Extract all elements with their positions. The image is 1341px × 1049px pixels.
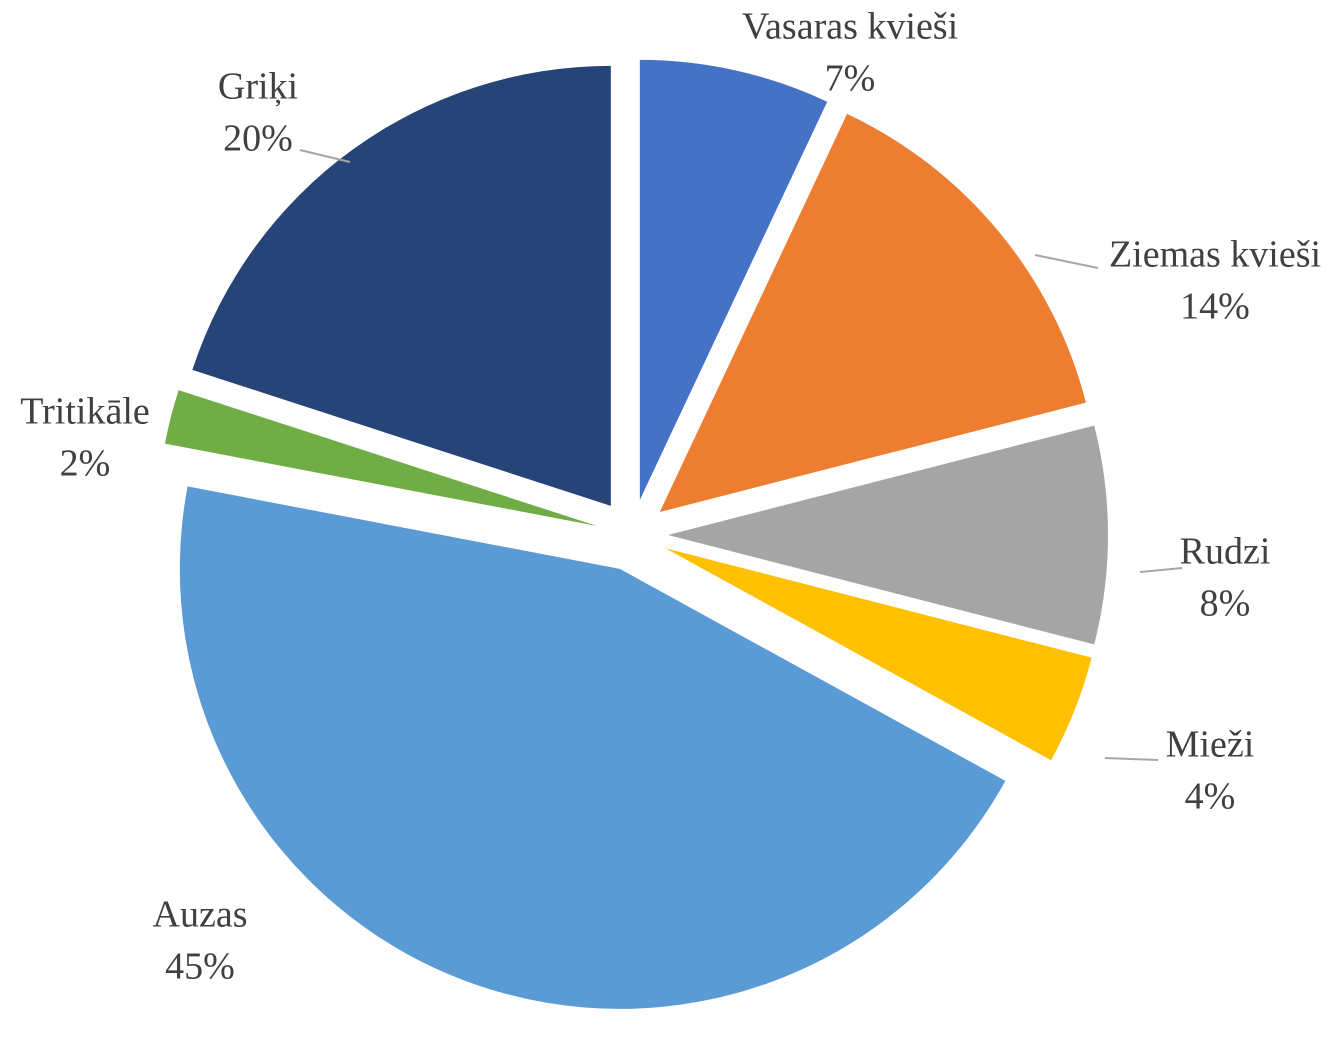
- category-label: Mieži: [1166, 724, 1255, 766]
- value-label: 8%: [1200, 583, 1251, 625]
- category-label: Griķi: [218, 66, 298, 108]
- pie-slice: [668, 425, 1108, 645]
- pie-slice: [639, 59, 828, 500]
- category-label: Vasaras kvieši: [742, 6, 958, 48]
- value-label: 4%: [1185, 776, 1236, 818]
- pie-slice: [179, 486, 1006, 1009]
- leader-line: [1034, 254, 1099, 269]
- leader-line: [299, 149, 351, 163]
- pie-slice: [665, 548, 1092, 761]
- value-label: 45%: [165, 946, 235, 988]
- value-label: 2%: [60, 443, 111, 485]
- leader-line: [1139, 567, 1183, 573]
- leader-line: [1104, 757, 1159, 761]
- category-label: Auzas: [153, 894, 248, 936]
- value-label: 7%: [825, 58, 876, 100]
- category-label: Ziemas kvieši: [1109, 234, 1321, 276]
- pie-slice: [192, 65, 611, 506]
- value-label: 20%: [223, 118, 293, 160]
- pie-slice: [659, 113, 1086, 513]
- value-label: 14%: [1180, 286, 1250, 328]
- pie-slice: [164, 390, 598, 527]
- category-label: Tritikāle: [20, 391, 150, 433]
- category-label: Rudzi: [1180, 531, 1271, 573]
